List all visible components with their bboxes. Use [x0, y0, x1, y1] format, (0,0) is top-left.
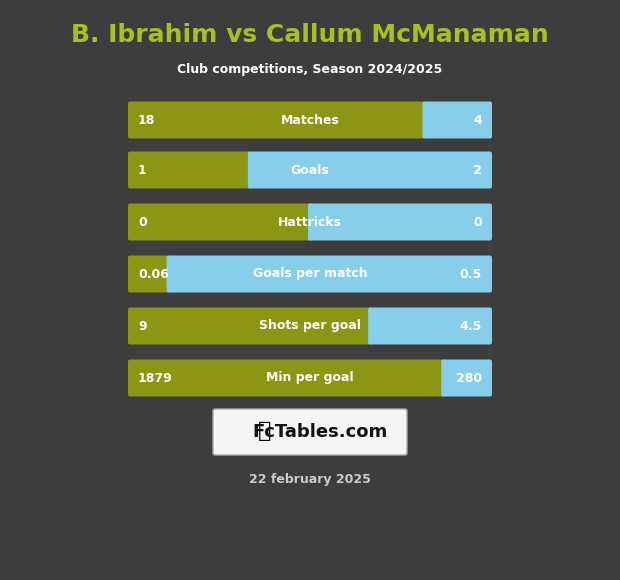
FancyBboxPatch shape	[128, 307, 372, 345]
Text: Matches: Matches	[281, 114, 339, 126]
Text: 22 february 2025: 22 february 2025	[249, 473, 371, 487]
FancyBboxPatch shape	[248, 151, 492, 188]
FancyBboxPatch shape	[128, 360, 445, 397]
FancyBboxPatch shape	[308, 204, 492, 241]
Text: 4.5: 4.5	[460, 320, 482, 332]
Text: FcTables.com: FcTables.com	[252, 423, 388, 441]
Text: 280: 280	[456, 372, 482, 385]
Text: 1879: 1879	[138, 372, 173, 385]
Text: 0.06: 0.06	[138, 267, 169, 281]
Text: 9: 9	[138, 320, 146, 332]
Text: 0.5: 0.5	[460, 267, 482, 281]
Text: B. Ibrahim vs Callum McManaman: B. Ibrahim vs Callum McManaman	[71, 23, 549, 47]
Text: Min per goal: Min per goal	[266, 372, 354, 385]
Text: 18: 18	[138, 114, 156, 126]
FancyBboxPatch shape	[128, 204, 312, 241]
Text: 4: 4	[473, 114, 482, 126]
Text: 2: 2	[473, 164, 482, 176]
Text: Goals per match: Goals per match	[253, 267, 367, 281]
FancyBboxPatch shape	[368, 307, 492, 345]
Text: Goals: Goals	[291, 164, 329, 176]
FancyBboxPatch shape	[128, 102, 427, 139]
FancyBboxPatch shape	[128, 256, 171, 292]
Text: 0: 0	[473, 216, 482, 229]
Text: 1: 1	[138, 164, 147, 176]
FancyBboxPatch shape	[213, 409, 407, 455]
Text: 📊: 📊	[259, 421, 272, 441]
Text: Shots per goal: Shots per goal	[259, 320, 361, 332]
Text: 0: 0	[138, 216, 147, 229]
FancyBboxPatch shape	[167, 256, 492, 292]
Text: Hattricks: Hattricks	[278, 216, 342, 229]
Text: Club competitions, Season 2024/2025: Club competitions, Season 2024/2025	[177, 63, 443, 77]
FancyBboxPatch shape	[422, 102, 492, 139]
FancyBboxPatch shape	[441, 360, 492, 397]
FancyBboxPatch shape	[128, 151, 252, 188]
